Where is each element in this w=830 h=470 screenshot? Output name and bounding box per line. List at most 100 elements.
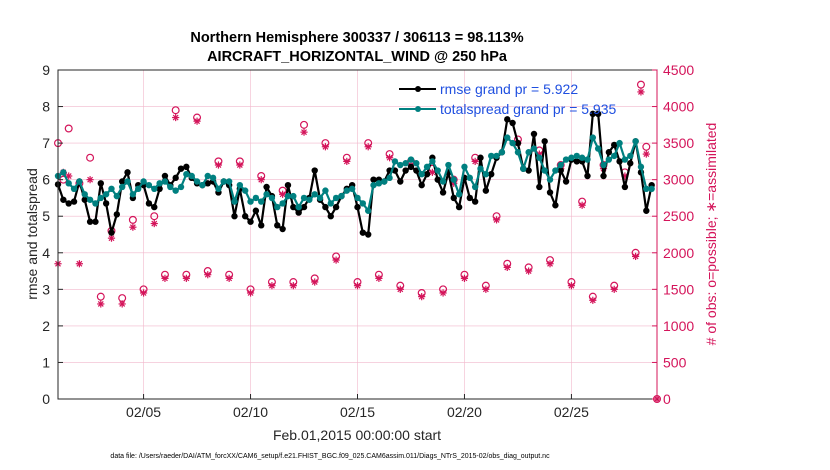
series-rmse-point — [584, 172, 591, 180]
obs-asterisk-stroke — [386, 154, 393, 161]
series-rmse-point — [514, 139, 522, 147]
obs-asterisk-stroke — [140, 290, 147, 296]
x-ticks: 02/05 02/10 02/15 02/20 02/25 — [126, 394, 589, 420]
obs-assimilated-marker — [129, 223, 137, 231]
series-totalspread-point — [541, 167, 548, 174]
series-rmse-point — [557, 167, 564, 174]
series-totalspread-point — [471, 183, 479, 191]
series-rmse-point — [397, 178, 404, 185]
obs-assimilated-marker — [364, 143, 372, 151]
obs-asterisk-stroke — [643, 151, 650, 158]
series-totalspread-point — [504, 134, 511, 141]
series-totalspread-point — [525, 149, 532, 156]
obs-asterisk-stroke — [397, 286, 404, 293]
series-totalspread-point — [381, 178, 388, 185]
obs-asterisk-stroke — [579, 202, 586, 209]
obs-assimilated-marker — [353, 282, 362, 290]
series-totalspread-point — [611, 152, 618, 160]
obs-asterisk-stroke — [632, 253, 639, 260]
obs-assimilated-marker — [546, 260, 554, 268]
obs-asterisk-stroke — [461, 275, 468, 282]
chart-title-line1: Northern Hemisphere 300337 / 306113 = 98… — [190, 30, 523, 46]
series-totalspread-point — [439, 178, 447, 185]
series-totalspread-point — [600, 161, 607, 169]
obs-asterisk-stroke — [311, 279, 318, 285]
y-right-tick-label: 3000 — [663, 172, 694, 188]
series-totalspread-point — [129, 191, 137, 198]
obs-asterisk-stroke — [354, 282, 361, 289]
legend-rmse-label: rmse grand pr = 5.922 — [440, 81, 578, 97]
series-totalspread-point — [573, 152, 580, 160]
series-rmse-point — [263, 183, 270, 191]
obs-asterisk-stroke — [547, 260, 553, 267]
series-totalspread-point — [477, 165, 484, 172]
series-totalspread-point — [648, 185, 655, 193]
series-rmse-point — [407, 163, 415, 171]
series-totalspread-point — [616, 139, 623, 147]
y-left-tick-label: 8 — [42, 99, 50, 115]
series-rmse-point — [530, 130, 538, 138]
series-rmse-point — [605, 149, 613, 156]
series-totalspread-point — [316, 194, 324, 202]
series-rmse-point — [450, 194, 457, 202]
series-rmse-line — [56, 112, 653, 236]
series-rmse-point — [627, 160, 634, 167]
series-rmse-point — [488, 170, 495, 178]
series-totalspread-point — [231, 198, 238, 205]
series-rmse-point — [418, 181, 425, 189]
obs-assimilated-marker — [343, 157, 351, 165]
series-totalspread-point — [177, 183, 185, 191]
series-lines — [54, 110, 655, 238]
y-right-tick-label: 4500 — [663, 62, 694, 78]
y-right-tick-label: 500 — [663, 354, 687, 370]
chart-title-line2: AIRCRAFT_HORIZONTAL_WIND @ 250 hPa — [207, 49, 508, 65]
series-rmse-point — [439, 189, 447, 196]
y-right-tick-label: 1500 — [663, 281, 694, 297]
obs-asterisk-stroke — [247, 290, 254, 296]
series-totalspread-point — [530, 145, 538, 152]
obs-asterisk-stroke — [429, 169, 436, 176]
series-rmse-point — [327, 213, 334, 220]
series-totalspread-point — [274, 203, 281, 211]
series-totalspread-point — [627, 152, 634, 160]
series-totalspread-point — [364, 207, 372, 214]
series-rmse-point — [81, 196, 88, 203]
series-totalspread-point — [445, 161, 452, 169]
obs-asterisk-stroke — [97, 301, 104, 307]
obs-assimilated-marker — [321, 143, 330, 151]
series-rmse-point — [60, 196, 67, 203]
y-right-tick-label: 2000 — [663, 245, 694, 261]
series-totalspread-point — [97, 194, 104, 202]
series-totalspread-point — [118, 183, 126, 191]
series-rmse-point — [290, 203, 297, 211]
series-rmse-point — [482, 187, 490, 194]
obs-assimilated-marker — [610, 285, 618, 293]
y-left-label: rmse and totalspread — [24, 168, 40, 300]
series-rmse-point — [65, 200, 72, 207]
y-left-tick-label: 7 — [42, 135, 50, 151]
series-rmse-point — [258, 222, 265, 229]
series-rmse-point — [241, 213, 249, 220]
obs-assimilated-marker — [204, 271, 212, 279]
series-totalspread-point — [354, 194, 361, 202]
obs-assimilated-marker — [289, 282, 297, 290]
obs-asterisk-stroke — [322, 143, 329, 150]
series-totalspread-point — [332, 194, 340, 202]
obs-assimilated-marker — [236, 161, 244, 169]
obs-assimilated-marker — [567, 282, 576, 290]
series-totalspread-point — [546, 176, 554, 183]
series-totalspread-point — [429, 158, 436, 165]
obs-assimilated-marker — [225, 274, 233, 282]
obs-assimilated-marker — [332, 256, 340, 264]
obs-assimilated-marker — [246, 289, 255, 297]
obs-possible-marker — [636, 80, 645, 89]
obs-asterisk-stroke — [151, 220, 158, 227]
series-totalspread-point — [621, 156, 629, 163]
series-totalspread-point — [562, 156, 570, 163]
series-totalspread-point — [391, 158, 399, 165]
series-rmse-point — [124, 169, 131, 176]
series-totalspread-point — [578, 154, 586, 161]
obs-asterisk-stroke — [301, 129, 307, 136]
obs-asterisk-stroke — [119, 301, 126, 307]
